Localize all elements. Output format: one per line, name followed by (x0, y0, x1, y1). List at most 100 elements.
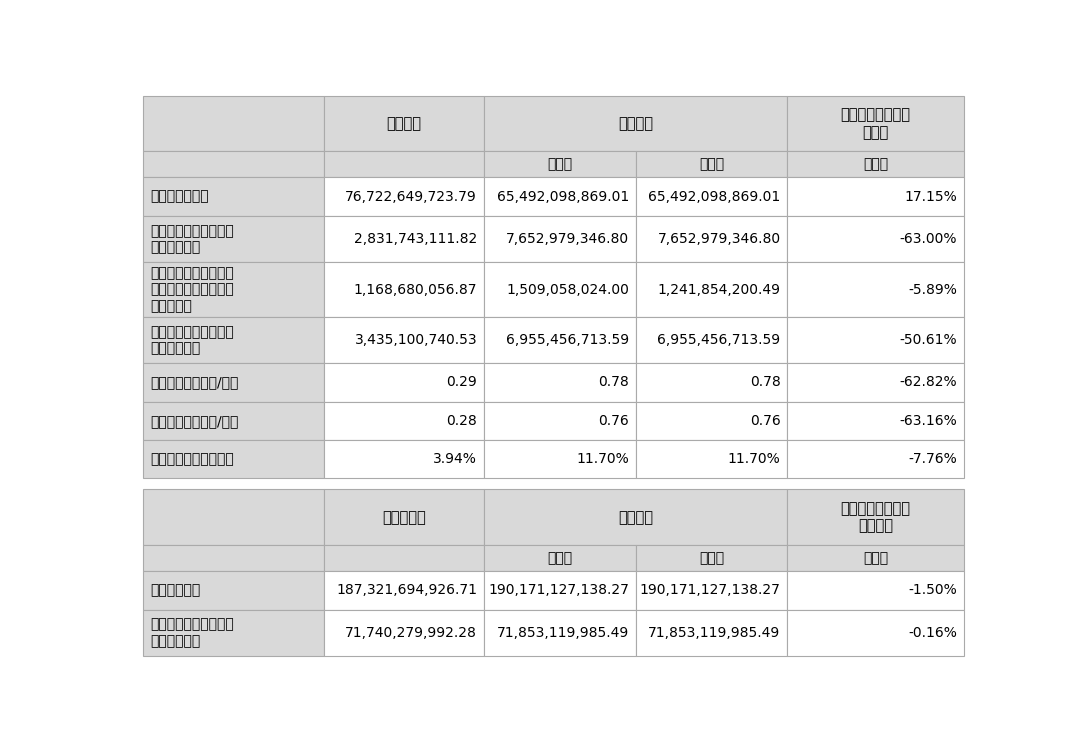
Bar (144, 545, 324, 572)
Text: 0.28: 0.28 (446, 414, 477, 428)
Text: 基本每股收益（元/股）: 基本每股收益（元/股） (150, 375, 239, 389)
Text: 稀释每股收益（元/股）: 稀释每股收益（元/股） (150, 414, 239, 428)
Text: 调整前: 调整前 (548, 158, 572, 172)
Bar (324, 490, 484, 545)
Bar (324, 216, 484, 262)
Bar (635, 572, 787, 610)
Text: 上年同期: 上年同期 (618, 116, 653, 131)
Text: 本报告期末比上年
度末增减: 本报告期末比上年 度末增减 (840, 501, 910, 533)
Bar (787, 572, 963, 610)
Bar (484, 96, 787, 152)
Bar (787, 216, 963, 262)
Text: 6,955,456,713.59: 6,955,456,713.59 (505, 333, 629, 347)
Text: 归属于上市公司股东的
净利润（元）: 归属于上市公司股东的 净利润（元） (150, 224, 233, 254)
Bar (144, 262, 324, 316)
Bar (144, 216, 324, 262)
Text: 2,831,743,111.82: 2,831,743,111.82 (354, 232, 477, 246)
Text: 3.94%: 3.94% (433, 452, 477, 466)
Text: 11.70%: 11.70% (728, 452, 781, 466)
Bar (144, 572, 324, 610)
Text: 3,435,100,740.53: 3,435,100,740.53 (354, 333, 477, 347)
Text: 归属于上市公司股东的
净资产（元）: 归属于上市公司股东的 净资产（元） (150, 618, 233, 648)
Bar (484, 545, 635, 572)
Bar (635, 610, 787, 656)
Bar (787, 490, 963, 545)
Bar (635, 316, 787, 363)
Bar (484, 572, 635, 610)
Text: 0.76: 0.76 (598, 414, 629, 428)
Bar (144, 316, 324, 363)
Text: -63.00%: -63.00% (900, 232, 957, 246)
Text: 本报告期比上年同
期增减: 本报告期比上年同 期增减 (840, 107, 910, 140)
Bar (484, 401, 635, 440)
Text: 0.29: 0.29 (446, 375, 477, 389)
Bar (144, 96, 324, 152)
Text: 65,492,098,869.01: 65,492,098,869.01 (648, 190, 781, 204)
Bar (635, 401, 787, 440)
Text: 本报告期: 本报告期 (387, 116, 421, 131)
Bar (484, 316, 635, 363)
Bar (324, 363, 484, 401)
Bar (324, 401, 484, 440)
Text: 1,168,680,056.87: 1,168,680,056.87 (353, 283, 477, 296)
Bar (484, 262, 635, 316)
Text: -7.76%: -7.76% (908, 452, 957, 466)
Text: 调整后: 调整后 (699, 158, 724, 172)
Bar (635, 216, 787, 262)
Text: 65,492,098,869.01: 65,492,098,869.01 (497, 190, 629, 204)
Bar (787, 545, 963, 572)
Bar (144, 490, 324, 545)
Text: -1.50%: -1.50% (908, 584, 957, 597)
Bar (144, 401, 324, 440)
Bar (324, 316, 484, 363)
Bar (324, 262, 484, 316)
Bar (484, 490, 787, 545)
Text: 总资产（元）: 总资产（元） (150, 584, 200, 597)
Bar (324, 440, 484, 479)
Text: 190,171,127,138.27: 190,171,127,138.27 (488, 584, 629, 597)
Bar (324, 178, 484, 216)
Bar (144, 440, 324, 479)
Bar (787, 316, 963, 363)
Text: 调整后: 调整后 (863, 158, 888, 172)
Text: -63.16%: -63.16% (900, 414, 957, 428)
Text: 经营活动产生的现金流
量净额（元）: 经营活动产生的现金流 量净额（元） (150, 325, 233, 355)
Bar (144, 178, 324, 216)
Text: 加权平均净资产收益率: 加权平均净资产收益率 (150, 452, 233, 466)
Bar (635, 545, 787, 572)
Text: 71,853,119,985.49: 71,853,119,985.49 (497, 626, 629, 640)
Bar (484, 363, 635, 401)
Bar (144, 363, 324, 401)
Bar (787, 610, 963, 656)
Text: 调整前: 调整前 (548, 551, 572, 566)
Text: 1,509,058,024.00: 1,509,058,024.00 (505, 283, 629, 296)
Bar (635, 440, 787, 479)
Bar (635, 262, 787, 316)
Text: 本报告期末: 本报告期末 (382, 510, 426, 525)
Bar (787, 178, 963, 216)
Text: 6,955,456,713.59: 6,955,456,713.59 (658, 333, 781, 347)
Bar (324, 152, 484, 178)
Bar (787, 152, 963, 178)
Bar (144, 152, 324, 178)
Text: 187,321,694,926.71: 187,321,694,926.71 (336, 584, 477, 597)
Bar (324, 572, 484, 610)
Bar (635, 363, 787, 401)
Text: -5.89%: -5.89% (908, 283, 957, 296)
Bar (787, 363, 963, 401)
Bar (635, 178, 787, 216)
Text: -0.16%: -0.16% (908, 626, 957, 640)
Text: 调整后: 调整后 (699, 551, 724, 566)
Bar (787, 96, 963, 152)
Bar (324, 545, 484, 572)
Text: 76,722,649,723.79: 76,722,649,723.79 (346, 190, 477, 204)
Text: 0.78: 0.78 (598, 375, 629, 389)
Text: 190,171,127,138.27: 190,171,127,138.27 (639, 584, 781, 597)
Text: 71,853,119,985.49: 71,853,119,985.49 (648, 626, 781, 640)
Bar (635, 152, 787, 178)
Bar (144, 610, 324, 656)
Bar (324, 610, 484, 656)
Bar (484, 610, 635, 656)
Bar (787, 262, 963, 316)
Text: 71,740,279,992.28: 71,740,279,992.28 (346, 626, 477, 640)
